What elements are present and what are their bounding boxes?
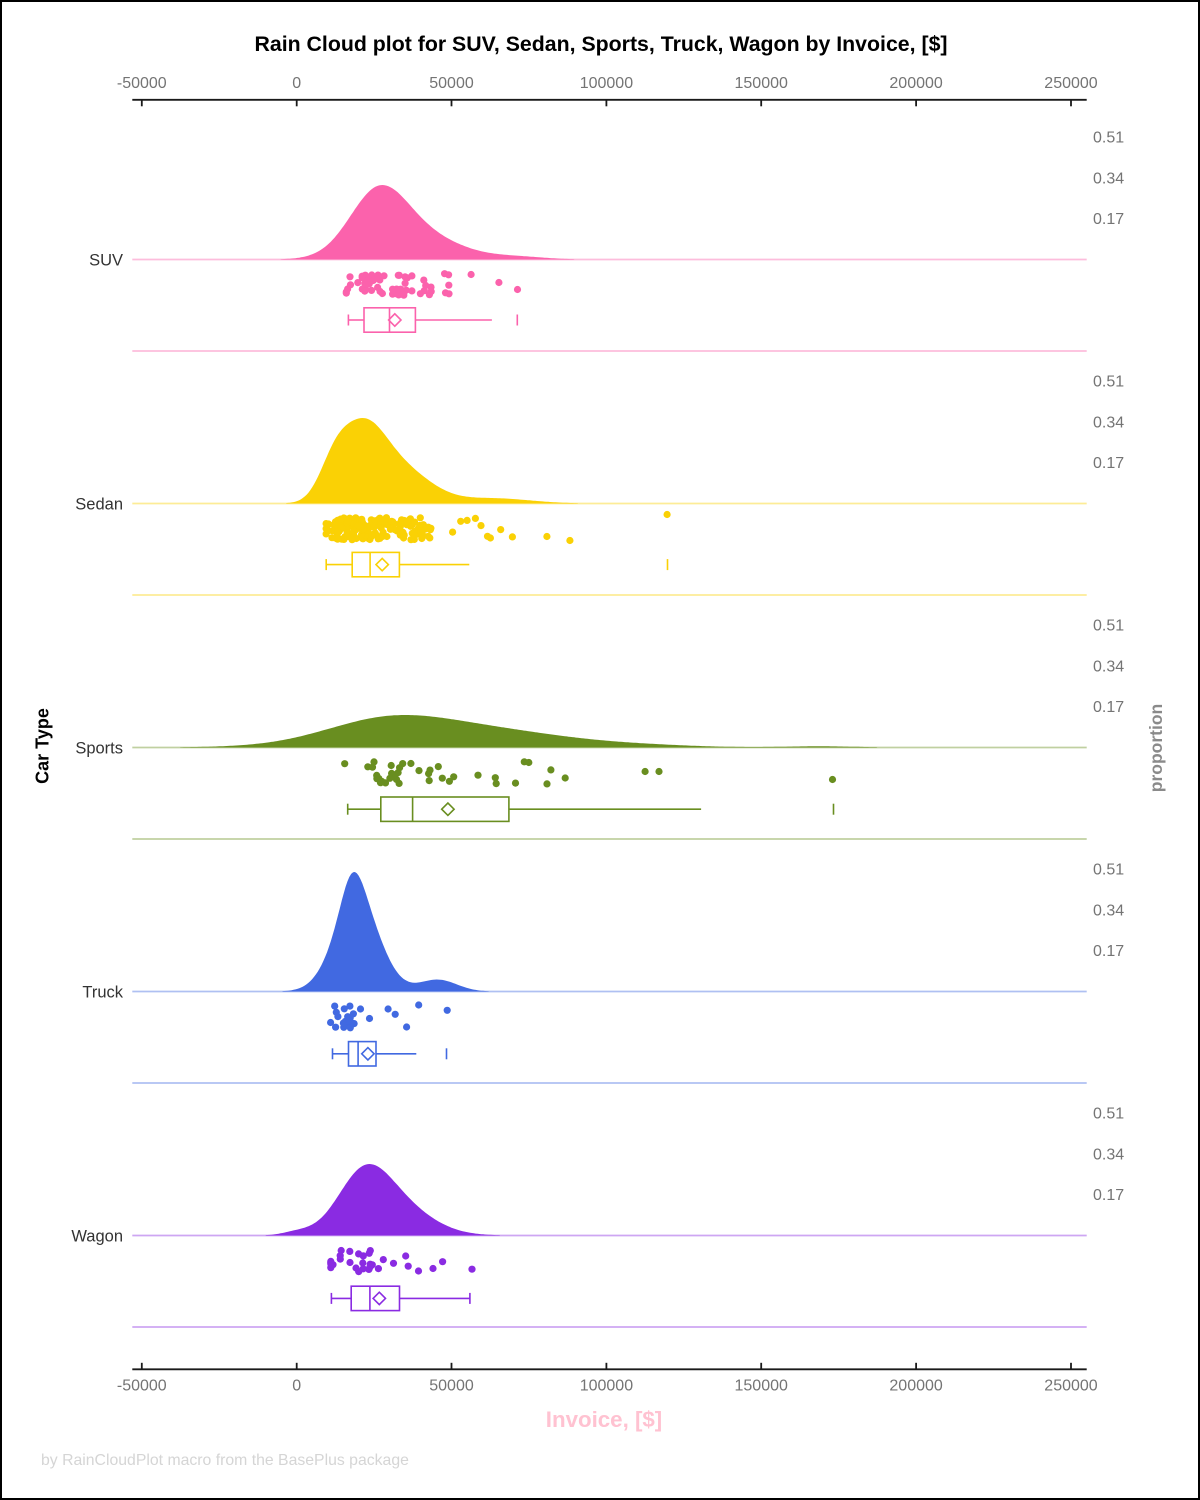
svg-text:0.17: 0.17 — [1093, 455, 1124, 472]
svg-text:0.51: 0.51 — [1093, 1106, 1124, 1123]
svg-text:0.34: 0.34 — [1093, 902, 1124, 919]
svg-text:100000: 100000 — [580, 75, 633, 92]
svg-text:0: 0 — [292, 75, 301, 92]
svg-text:0.17: 0.17 — [1093, 699, 1124, 716]
svg-text:100000: 100000 — [580, 1378, 633, 1395]
svg-text:150000: 150000 — [735, 75, 788, 92]
svg-text:50000: 50000 — [429, 75, 474, 92]
svg-text:-50000: -50000 — [117, 75, 167, 92]
svg-text:Sports: Sports — [75, 739, 123, 757]
svg-text:50000: 50000 — [429, 1378, 474, 1395]
svg-text:150000: 150000 — [735, 1378, 788, 1395]
svg-text:0.51: 0.51 — [1093, 130, 1124, 147]
svg-text:0.34: 0.34 — [1093, 170, 1124, 187]
svg-text:Car Type: Car Type — [33, 708, 53, 784]
svg-text:0.51: 0.51 — [1093, 862, 1124, 879]
svg-text:proportion: proportion — [1146, 704, 1166, 792]
svg-text:Wagon: Wagon — [71, 1227, 123, 1245]
svg-text:250000: 250000 — [1044, 75, 1097, 92]
svg-text:-50000: -50000 — [117, 1378, 167, 1395]
svg-text:Truck: Truck — [82, 983, 123, 1001]
svg-text:0: 0 — [292, 1378, 301, 1395]
svg-text:Rain Cloud plot for SUV, Sedan: Rain Cloud plot for SUV, Sedan, Sports, … — [254, 32, 947, 56]
svg-text:0.51: 0.51 — [1093, 618, 1124, 635]
svg-text:0.17: 0.17 — [1093, 1187, 1124, 1204]
svg-text:200000: 200000 — [889, 75, 942, 92]
svg-text:0.34: 0.34 — [1093, 414, 1124, 431]
svg-text:0.34: 0.34 — [1093, 1146, 1124, 1163]
svg-text:0.34: 0.34 — [1093, 658, 1124, 675]
svg-text:0.17: 0.17 — [1093, 211, 1124, 228]
svg-text:Sedan: Sedan — [75, 495, 123, 513]
svg-text:Invoice, [$]: Invoice, [$] — [546, 1407, 662, 1432]
svg-text:0.17: 0.17 — [1093, 943, 1124, 960]
svg-text:by RainCloudPlot macro from th: by RainCloudPlot macro from the BasePlus… — [41, 1452, 409, 1469]
svg-text:SUV: SUV — [89, 251, 123, 269]
svg-text:250000: 250000 — [1044, 1378, 1097, 1395]
svg-text:200000: 200000 — [889, 1378, 942, 1395]
svg-text:0.51: 0.51 — [1093, 374, 1124, 391]
